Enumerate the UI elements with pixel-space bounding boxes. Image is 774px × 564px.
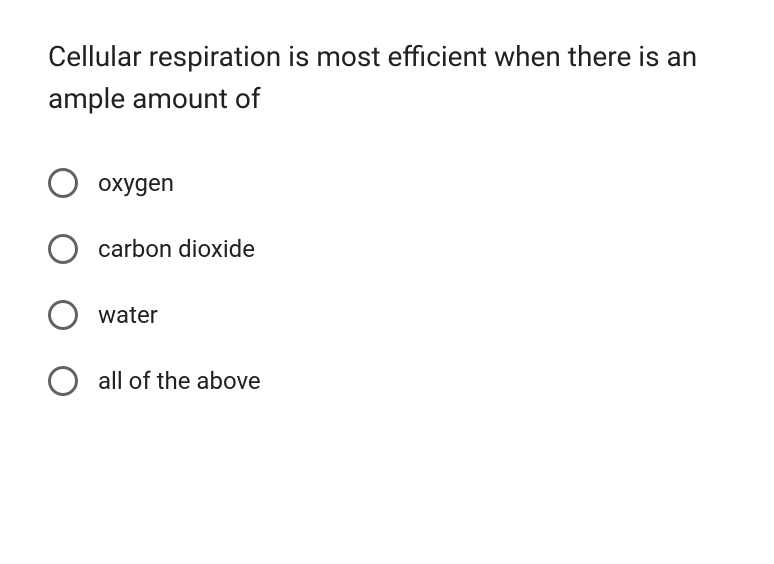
- option-label: oxygen: [98, 169, 174, 197]
- option-oxygen[interactable]: oxygen: [48, 168, 726, 198]
- option-label: all of the above: [98, 367, 261, 395]
- radio-icon: [48, 300, 78, 330]
- question-text: Cellular respiration is most efficient w…: [48, 36, 726, 120]
- option-label: carbon dioxide: [98, 235, 255, 263]
- radio-icon: [48, 234, 78, 264]
- options-container: oxygen carbon dioxide water all of the a…: [48, 168, 726, 396]
- radio-icon: [48, 168, 78, 198]
- option-all-of-the-above[interactable]: all of the above: [48, 366, 726, 396]
- option-water[interactable]: water: [48, 300, 726, 330]
- radio-icon: [48, 366, 78, 396]
- option-label: water: [98, 301, 158, 329]
- option-carbon-dioxide[interactable]: carbon dioxide: [48, 234, 726, 264]
